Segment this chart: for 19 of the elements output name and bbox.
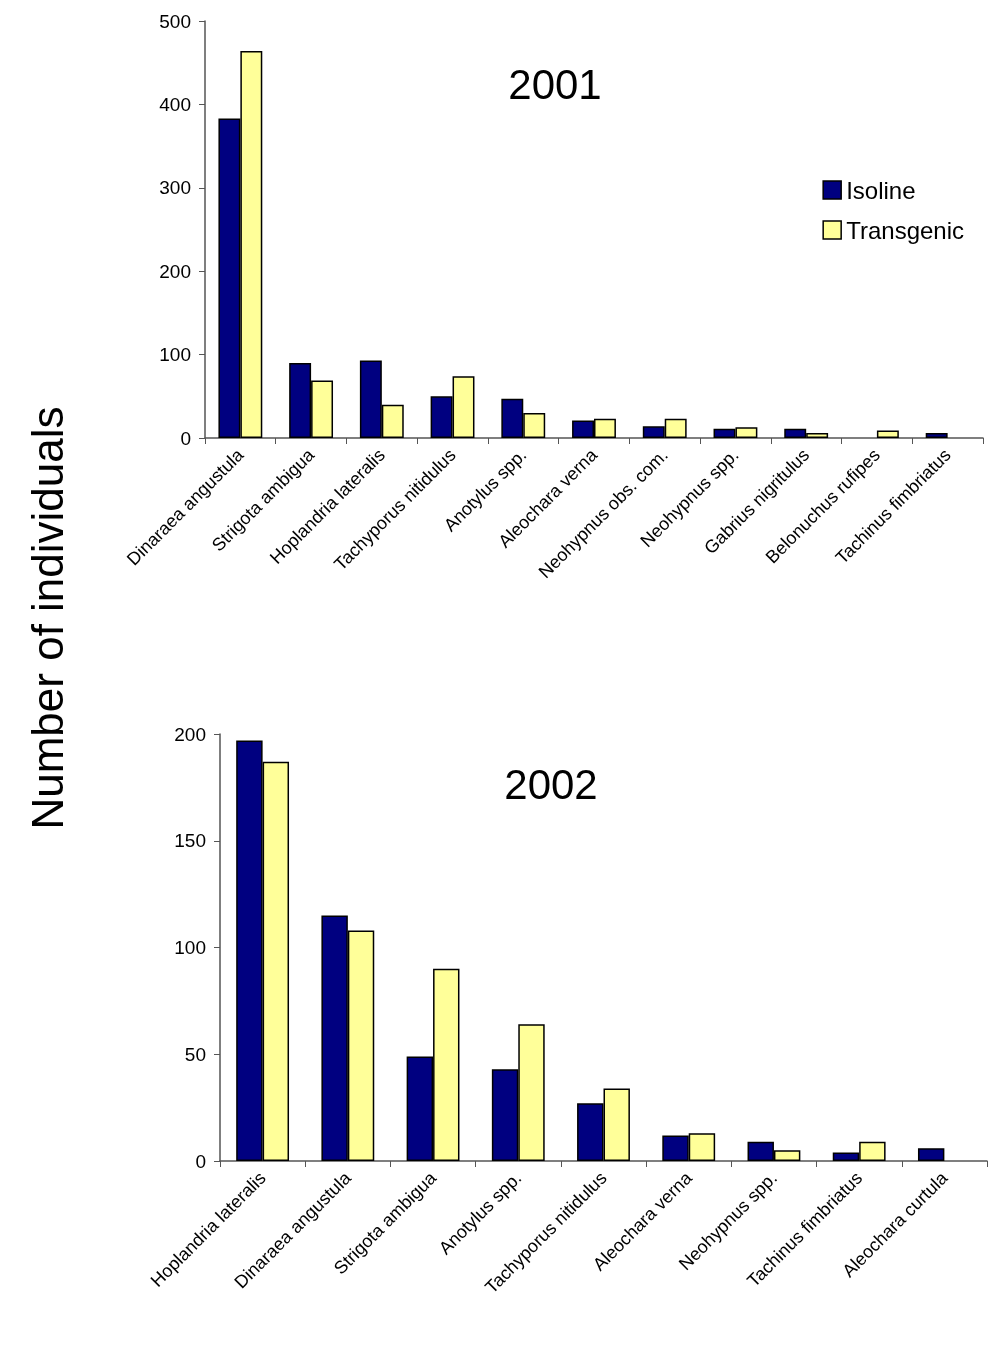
y-tick-label: 300 [159, 177, 191, 199]
y-tick-label: 400 [159, 93, 191, 115]
bar [917, 1148, 945, 1161]
y-tick-label: 200 [159, 260, 191, 282]
text: 2002 [504, 760, 598, 808]
y-tick-label: 0 [180, 427, 191, 449]
y-tick-label: 150 [174, 830, 206, 852]
y-tick-label: 0 [195, 1150, 206, 1172]
y-tick-label: 100 [174, 937, 206, 958]
bar [876, 430, 899, 438]
y-tick-label: 100 [159, 344, 191, 366]
y-axis-title: Number of individuals [23, 406, 73, 830]
legend-label: Isoline [846, 176, 916, 204]
y-tick-label: 200 [174, 723, 206, 745]
text: 2001 [508, 60, 602, 108]
y-tick-label: 50 [184, 1043, 206, 1065]
legend-label: Transgenic [846, 216, 965, 244]
y-tick-label: 500 [159, 10, 191, 32]
bar [925, 433, 948, 438]
